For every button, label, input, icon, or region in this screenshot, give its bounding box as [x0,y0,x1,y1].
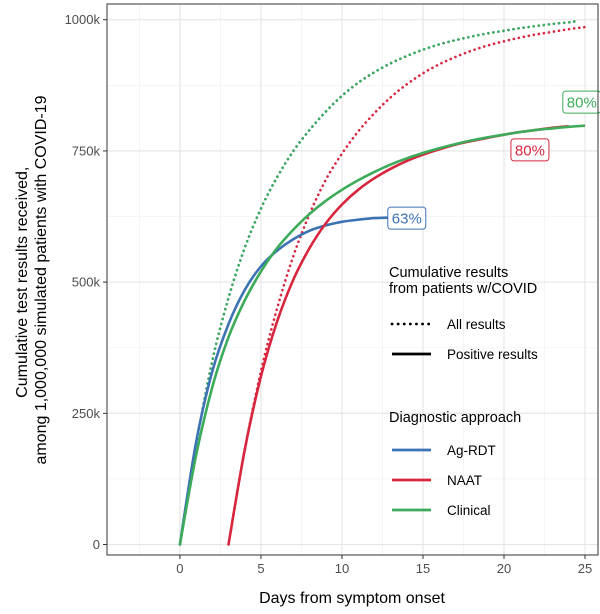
legend-label-color: NAAT [447,473,482,488]
series-line-ag-rdt-positive [178,216,391,545]
y-axis-title-line-1: Cumulative test results received, [14,167,31,398]
x-tick-label: 10 [335,561,349,576]
plot-panel-border [106,3,599,556]
legend-label-color: Clinical [447,503,491,518]
x-axis: 0 5 10 15 20 25 [176,555,592,576]
series-line-clinical-all [178,19,579,546]
legend-linetype-title: Cumulative results from patients w/COVID [389,265,537,297]
y-axis-title-line-2: among 1,000,000 simulated patients with … [33,95,50,464]
legend-color-title: Diagnostic approach [389,410,521,426]
y-tick-label: 250k [72,406,101,421]
legend-linetype-title-line-2: from patients w/COVID [389,281,537,297]
legend-color-items: Ag-RDT NAAT Clinical [392,443,496,518]
legend-label-linetype: All results [447,317,506,332]
end-label-box [387,206,427,230]
legend-label-color: Ag-RDT [447,443,496,458]
y-axis: 0 250k 500k 750k 1000k [65,12,107,552]
grid-major [107,4,598,555]
x-tick-label: 15 [416,561,430,576]
y-tick-label: 1000k [65,12,101,27]
y-tick-label: 750k [72,143,101,158]
x-tick-label: 25 [578,561,592,576]
y-axis-title: Cumulative test results received, among … [14,95,50,464]
end-labels: 63% 80% 80% [387,90,600,230]
y-tick-label: 500k [72,275,101,290]
x-axis-title: Days from symptom onset [259,590,445,607]
end-label: 80% [567,95,597,112]
x-tick-label: 20 [497,561,511,576]
end-label-box [510,138,550,162]
y-tick-label: 0 [93,537,100,552]
end-label: 80% [515,142,545,159]
end-label-box [562,90,600,114]
series-line-naat-positive [227,125,569,545]
x-tick-label: 5 [257,561,264,576]
legend: Cumulative results from patients w/COVID… [389,265,538,518]
series-line-naat-all [227,25,587,546]
legend-label-linetype: Positive results [447,347,538,362]
x-tick-label: 0 [176,561,183,576]
legend-linetype-title-line-1: Cumulative results [389,265,508,281]
series-line-clinical-positive [178,124,586,545]
end-label: 63% [392,211,422,228]
series-layer [178,19,587,546]
legend-linetype-items: All results Positive results [390,317,538,362]
